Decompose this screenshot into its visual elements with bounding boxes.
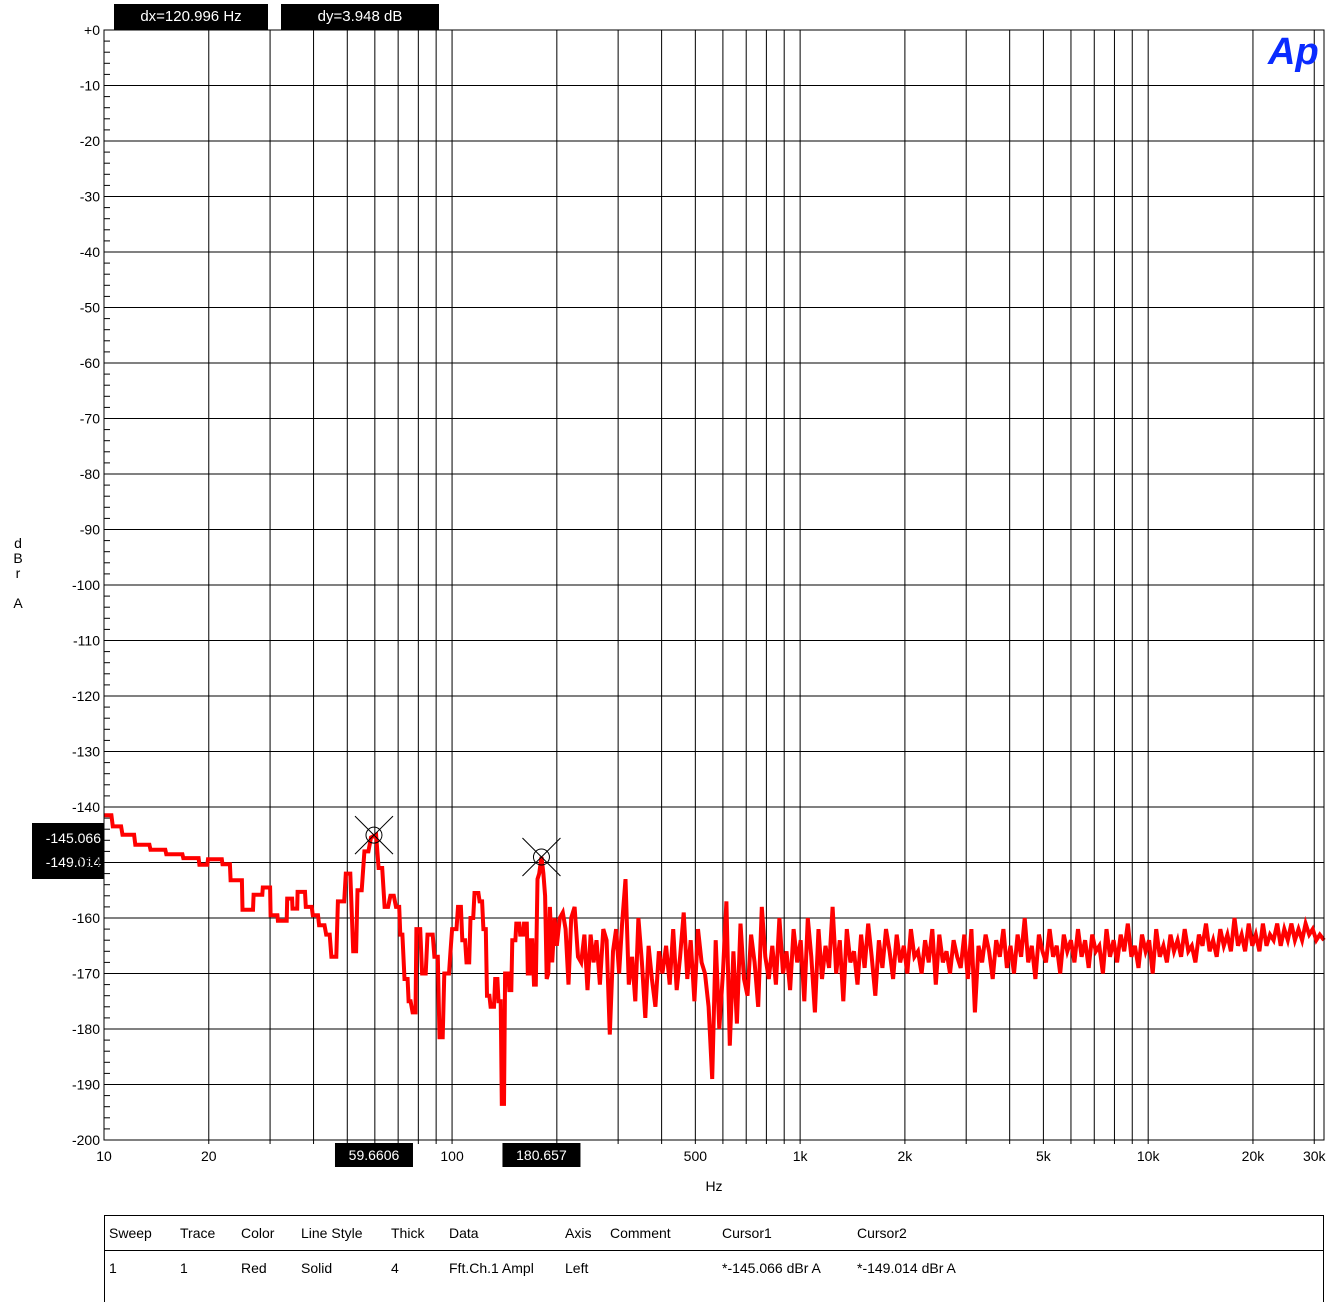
legend-header: Comment: [610, 1225, 671, 1241]
fft-chart: 59.6606 180.657 -145.066 -149.014 +0 -10 -20 -…: [32, 22, 1327, 1194]
x-axis-label: Hz: [705, 1178, 722, 1194]
ap-logo: Ap: [1267, 31, 1319, 73]
x-tick-label: 10k: [1137, 1148, 1161, 1164]
legend-cell: *-145.066 dBr A: [722, 1260, 821, 1277]
y-tick-label: -60: [80, 355, 100, 371]
cursor-cross: [522, 837, 561, 877]
y-tick-label: -120: [72, 688, 100, 704]
x-tick-label: 500: [684, 1148, 708, 1164]
legend-header: Color: [241, 1225, 275, 1241]
legend-header: Line Style: [301, 1225, 363, 1241]
y-tick-label: -150: [72, 855, 100, 871]
legend-cell: 1: [109, 1260, 117, 1277]
x-tick-label: 2k: [897, 1148, 913, 1164]
legend-cell: 4: [391, 1260, 399, 1277]
x-tick-label: 20k: [1242, 1148, 1266, 1164]
legend-header: Cursor1: [722, 1225, 772, 1241]
legend-header: Cursor2: [857, 1225, 907, 1241]
cursors: 59.6606 180.657 -145.066 -149.014: [32, 815, 581, 1167]
cursor-y-label-box: [32, 823, 104, 879]
legend-cell: Solid: [301, 1260, 333, 1277]
y-tick-label: +0: [84, 22, 100, 38]
y-tick-label: -40: [80, 244, 100, 260]
x-tick-label: 5k: [1036, 1148, 1052, 1164]
y-axis-label-char: r: [15, 565, 21, 581]
y-tick-label: -20: [80, 133, 100, 149]
cursor-x-label-box: [502, 1143, 581, 1167]
y-tick-label: -130: [72, 744, 100, 760]
legend-cell: *-149.014 dBr A: [857, 1260, 956, 1277]
y-tick-label: -160: [72, 910, 100, 926]
x-tick-label: 100: [440, 1148, 464, 1164]
legend-cell: Fft.Ch.1 Ampl: [449, 1260, 534, 1277]
legend-cell: 1: [180, 1260, 188, 1277]
dy-readout: dy=3.948 dB: [281, 4, 439, 30]
legend-table: Sweep Trace Color Line Style Thick Data …: [104, 1215, 1324, 1286]
y-tick-label: -190: [72, 1077, 100, 1093]
y-tick-label: -10: [80, 78, 100, 94]
y-tick-label: -30: [80, 189, 100, 205]
cursor-y-label: -149.014: [46, 854, 101, 870]
y-tick-label: -50: [80, 300, 100, 316]
y-tick-label: -80: [80, 466, 100, 482]
y-tick-label: -200: [72, 1132, 100, 1148]
legend-cell: Left: [565, 1260, 589, 1277]
cursor-cross: [354, 815, 394, 855]
y-tick-label: -180: [72, 1021, 100, 1037]
y-tick-label: -110: [73, 633, 100, 649]
cursor-y-label: -145.066: [46, 830, 101, 846]
y-axis-label-gap: [0, 581, 36, 596]
y-tick-label: -170: [72, 966, 100, 982]
x-tick-label: 30k: [1303, 1148, 1327, 1164]
y-tick-label: -70: [80, 411, 100, 427]
x-tick-labels: 10 20 100 500 1k 2k 5k 10k 20k 30k: [96, 1148, 1326, 1164]
y-axis-label-char: d: [14, 535, 22, 551]
cursor-x-label: 59.6606: [349, 1147, 400, 1163]
cursor-circle: [365, 826, 383, 844]
legend-cell: Red: [241, 1260, 267, 1277]
x-tick-label: 1k: [793, 1148, 809, 1164]
legend-header: Data: [449, 1225, 479, 1241]
y-axis-label-char: B: [13, 550, 23, 566]
legend-row: 1 1 Red Solid 4 Fft.Ch.1 Ampl Left *-145…: [104, 1251, 1324, 1286]
y-tick-label: -100: [72, 577, 100, 593]
legend-header: Thick: [391, 1225, 425, 1241]
x-tick-label: 20: [201, 1148, 217, 1164]
y-tick-label: -140: [72, 799, 100, 815]
y-axis-label-char: A: [13, 595, 23, 611]
legend-header: Axis: [565, 1225, 592, 1241]
cursor-x-label-box: [334, 1143, 413, 1167]
legend-header: Trace: [180, 1225, 216, 1241]
dx-readout: dx=120.996 Hz: [114, 4, 268, 30]
trace-line: [104, 813, 1326, 1106]
trace-1: [104, 813, 1326, 1106]
legend-header: Sweep: [109, 1225, 152, 1241]
legend-header-row: Sweep Trace Color Line Style Thick Data …: [104, 1215, 1324, 1251]
y-tick-labels: +0 -10 -20 -30 -40 -50 -60 -70 -80 -90 -100 -110 -12…: [72, 22, 100, 1148]
plot-frame: [103, 29, 1325, 1141]
legend-cell: [605, 1251, 717, 1286]
x-tick-label: 10: [96, 1148, 112, 1164]
cursor-x-label: 180.657: [516, 1147, 567, 1163]
cursor-circle: [532, 848, 550, 866]
y-axis-label: d B r A: [0, 536, 36, 611]
y-tick-label: -90: [80, 522, 100, 538]
